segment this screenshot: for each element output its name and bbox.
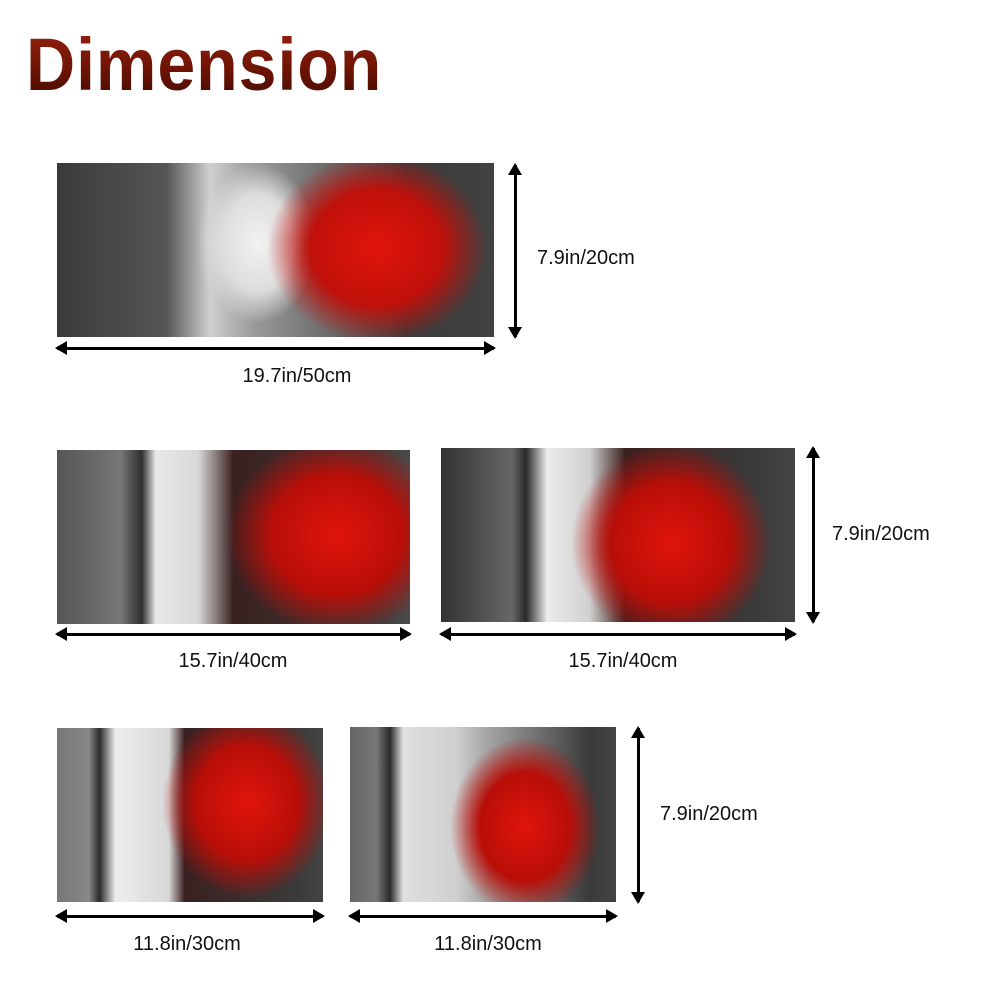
canvas-panel-2	[57, 450, 410, 624]
width-arrow-2	[55, 627, 412, 641]
height-arrow-3	[806, 446, 820, 624]
canvas-panel-3	[441, 448, 795, 622]
width-label-3: 15.7in/40cm	[568, 650, 678, 672]
width-label-1: 19.7in/50cm	[242, 365, 352, 387]
width-label-5: 11.8in/30cm	[434, 933, 542, 955]
width-arrow-5	[348, 909, 618, 923]
canvas-panel-1	[57, 163, 494, 337]
width-arrow-3	[439, 627, 797, 641]
height-label-1: 7.9in/20cm	[537, 247, 635, 269]
height-arrow-1	[508, 163, 522, 339]
page-title: Dimension	[26, 23, 383, 106]
height-label-3: 7.9in/20cm	[832, 523, 930, 545]
width-arrow-1	[55, 341, 496, 355]
width-label-4: 11.8in/30cm	[133, 933, 241, 955]
height-label-5: 7.9in/20cm	[660, 803, 758, 825]
height-arrow-5	[631, 726, 645, 904]
canvas-panel-5	[350, 727, 616, 902]
canvas-panel-4	[57, 728, 323, 902]
width-label-2: 15.7in/40cm	[178, 650, 288, 672]
width-arrow-4	[55, 909, 325, 923]
